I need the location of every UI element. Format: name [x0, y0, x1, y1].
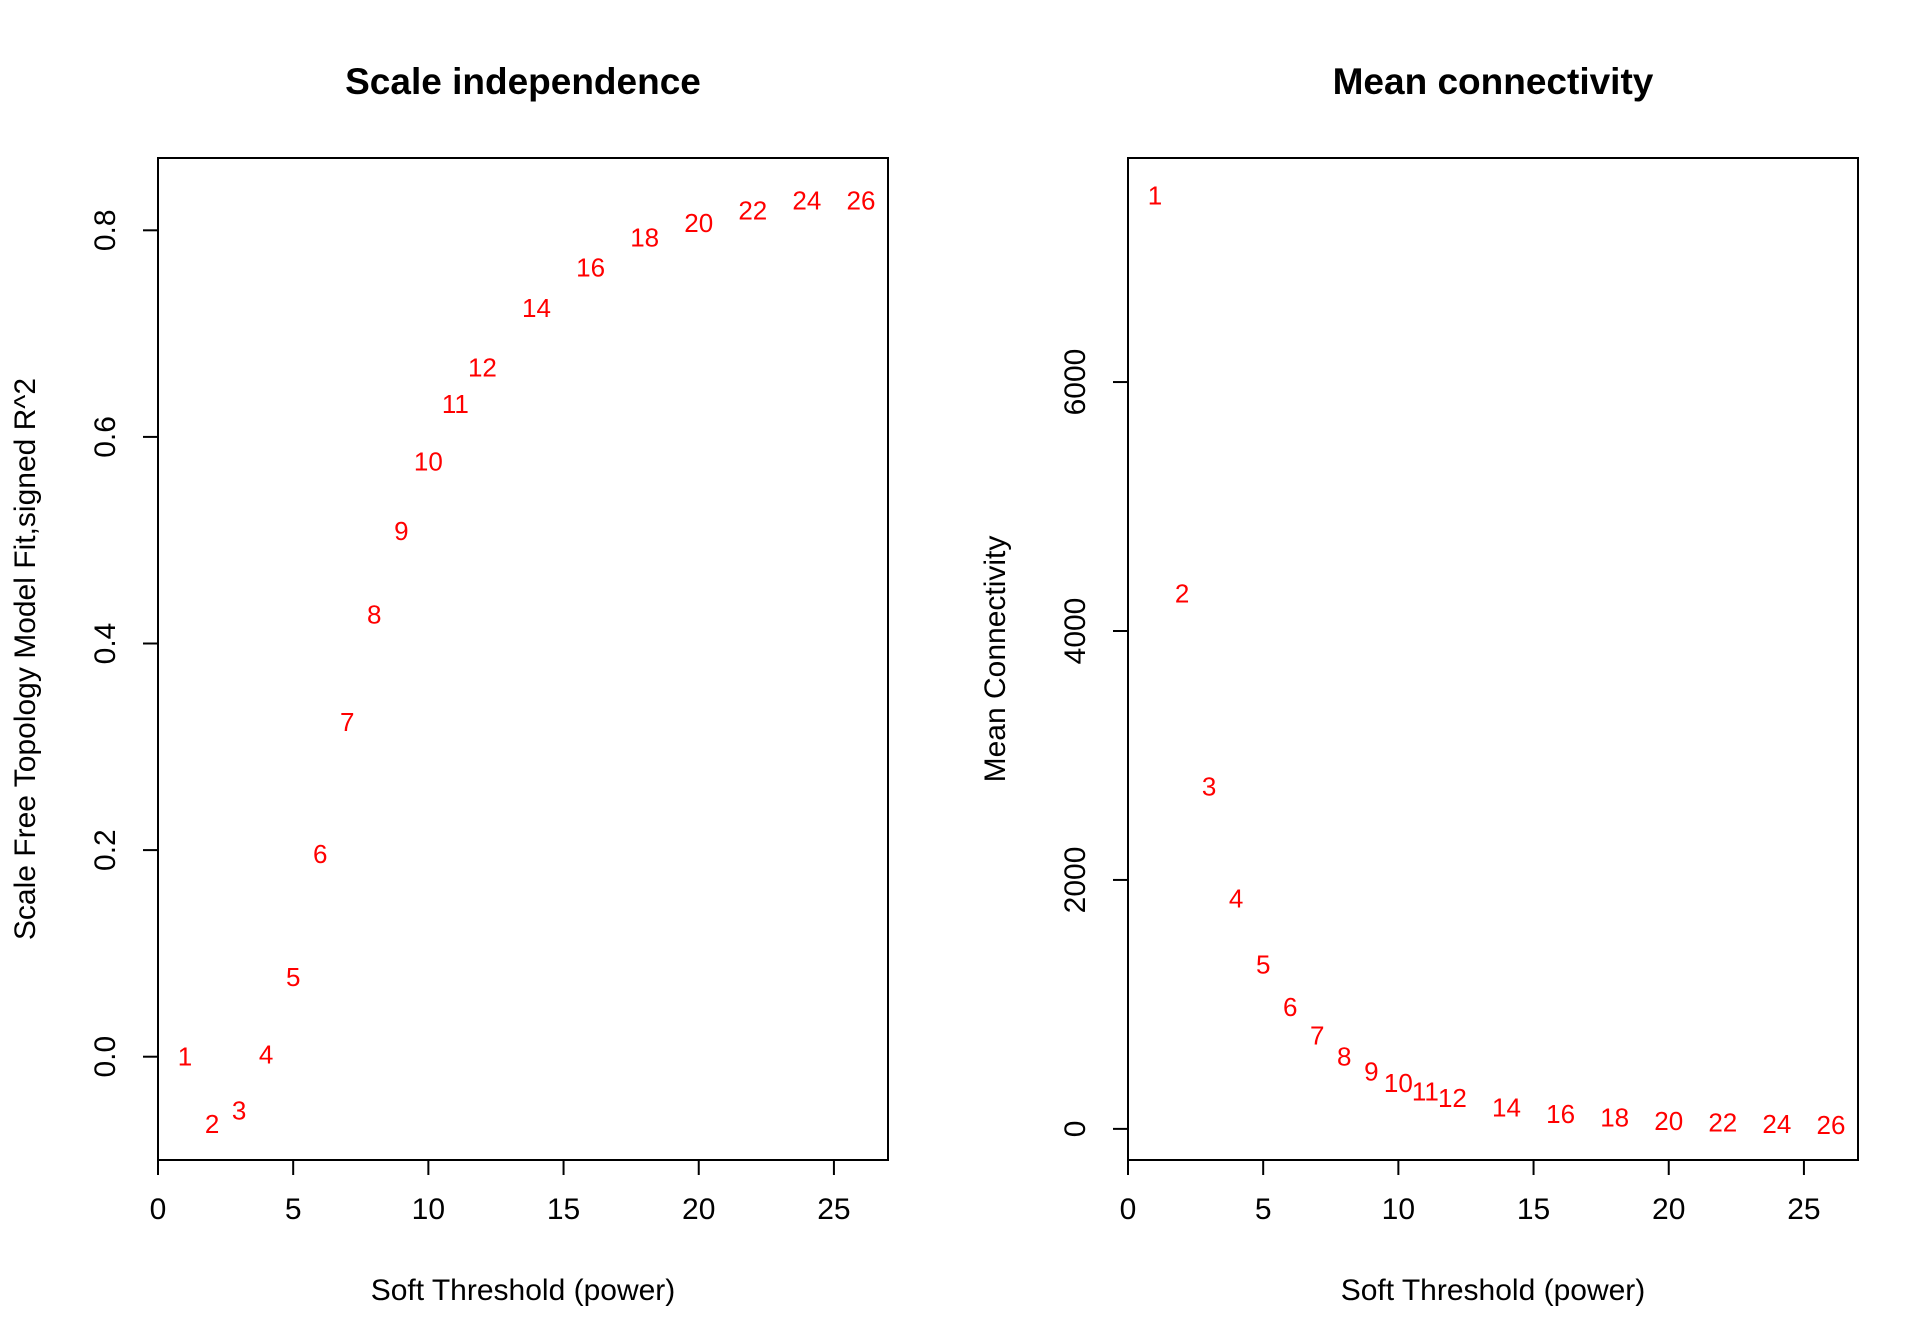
x-tick-label: 20	[682, 1193, 715, 1226]
x-tick-label: 15	[547, 1193, 580, 1226]
scale-independence-panel: Scale independence Soft Threshold (power…	[9, 61, 889, 1307]
point-label: 3	[232, 1095, 246, 1125]
point-label: 6	[1283, 992, 1297, 1022]
y-tick-label: 0.6	[89, 416, 122, 458]
x-tick-label: 20	[1652, 1193, 1685, 1226]
x-tick-label: 5	[285, 1193, 302, 1226]
x-tick-label: 10	[1382, 1193, 1415, 1226]
x-axis-label: Soft Threshold (power)	[371, 1274, 676, 1307]
point-label: 5	[1256, 950, 1270, 980]
point-label: 4	[259, 1040, 273, 1070]
y-axis-label: Scale Free Topology Model Fit,signed R^2	[9, 378, 42, 940]
point-label: 8	[367, 600, 381, 630]
point-label: 20	[1654, 1106, 1683, 1136]
point-label: 5	[286, 962, 300, 992]
point-label: 7	[1310, 1021, 1324, 1051]
x-tick-label: 25	[1787, 1193, 1820, 1226]
x-axis: 0 5 10 15 20 25	[150, 1159, 851, 1226]
point-label: 16	[576, 252, 605, 282]
x-tick-label: 0	[1120, 1193, 1137, 1226]
x-tick-label: 25	[817, 1193, 850, 1226]
point-label: 16	[1546, 1099, 1575, 1129]
point-label: 9	[1364, 1057, 1378, 1087]
x-tick-label: 15	[1517, 1193, 1550, 1226]
x-axis: 0 5 10 15 20 25	[1120, 1159, 1821, 1226]
y-tick-label: 0.2	[89, 829, 122, 871]
point-label: 1	[178, 1042, 192, 1072]
y-axis: 0.0 0.2 0.4 0.6 0.8	[89, 209, 159, 1078]
point-label: 8	[1337, 1042, 1351, 1072]
point-label: 18	[1600, 1103, 1629, 1133]
point-label: 4	[1229, 884, 1243, 914]
x-tick-label: 0	[150, 1193, 167, 1226]
y-tick-label: 0.4	[89, 623, 122, 665]
point-label: 14	[522, 293, 551, 323]
x-tick-label: 5	[1255, 1193, 1272, 1226]
point-label: 2	[205, 1109, 219, 1139]
point-label: 10	[1384, 1068, 1413, 1098]
point-label: 3	[1202, 772, 1216, 802]
point-label: 24	[1762, 1109, 1791, 1139]
point-label: 12	[468, 353, 497, 383]
y-tick-label: 0.8	[89, 209, 122, 251]
x-axis-label: Soft Threshold (power)	[1341, 1274, 1646, 1307]
point-label: 11	[1412, 1077, 1439, 1107]
point-label: 7	[340, 707, 354, 737]
y-tick-label: 6000	[1059, 349, 1092, 416]
point-label: 10	[414, 447, 443, 477]
point-label: 1	[1148, 180, 1162, 210]
x-tick-label: 10	[412, 1193, 445, 1226]
y-tick-label: 4000	[1059, 598, 1092, 665]
point-label: 22	[1708, 1108, 1737, 1138]
panel-title: Scale independence	[345, 61, 701, 102]
panel-title: Mean connectivity	[1333, 61, 1654, 102]
point-label: 26	[847, 185, 876, 215]
point-label: 22	[738, 196, 767, 226]
point-label: 20	[684, 208, 713, 238]
y-tick-label: 0	[1059, 1121, 1092, 1138]
y-axis-label: Mean Connectivity	[979, 536, 1012, 783]
y-tick-label: 2000	[1059, 847, 1092, 914]
point-label: 14	[1492, 1093, 1521, 1123]
point-label: 2	[1175, 579, 1189, 609]
point-label: 26	[1817, 1110, 1846, 1140]
point-label: 18	[630, 223, 659, 253]
point-label: 12	[1438, 1083, 1467, 1113]
point-label: 6	[313, 839, 327, 869]
point-label: 24	[792, 185, 821, 215]
y-tick-label: 0.0	[89, 1036, 122, 1078]
point-label: 9	[394, 516, 408, 546]
point-label: 11	[442, 389, 469, 419]
y-axis: 0 2000 4000 6000	[1059, 349, 1129, 1138]
mean-connectivity-panel: Mean connectivity Soft Threshold (power)…	[979, 61, 1859, 1307]
